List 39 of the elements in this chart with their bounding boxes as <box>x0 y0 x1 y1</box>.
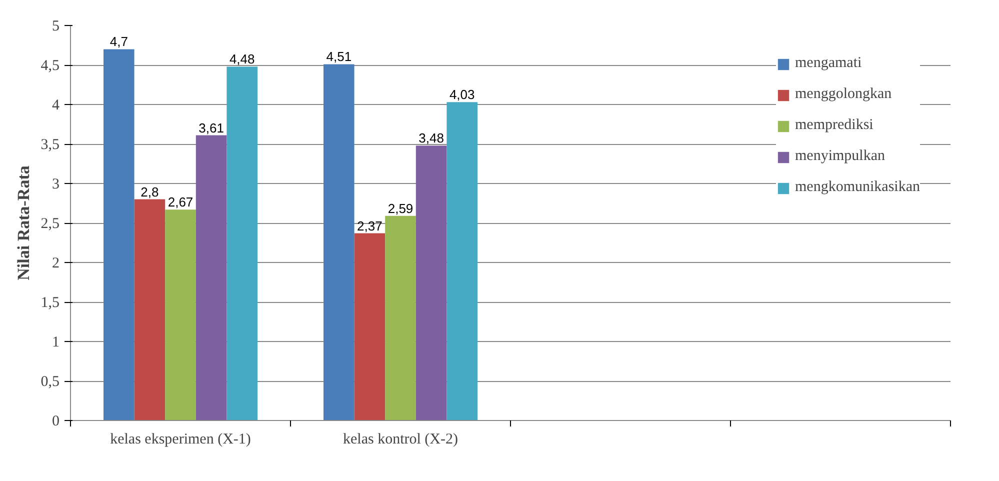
legend-label: mengamati <box>795 55 862 72</box>
bar <box>385 216 416 420</box>
bar <box>134 199 166 420</box>
data-label: 4,7 <box>110 34 128 50</box>
data-label: 2,67 <box>168 194 194 210</box>
data-label: 2,37 <box>357 218 382 234</box>
data-label: 2,8 <box>140 184 159 200</box>
legend-label: menyimpulkan <box>795 148 886 165</box>
data-label: 3,48 <box>418 130 444 146</box>
data-label: 4,48 <box>229 52 255 67</box>
y-tick-label: 3,5 <box>40 137 60 153</box>
data-label: 2,59 <box>388 200 414 216</box>
bar <box>104 49 134 420</box>
x-tick-label: kelas kontrol (X-2) <box>343 432 458 448</box>
legend-label: menggolongkan <box>795 86 892 103</box>
y-tick-label: 2 <box>52 256 60 272</box>
x-tick-label: kelas eksperimen (X-1) <box>110 432 251 448</box>
bar <box>446 102 478 420</box>
data-label: 3,61 <box>198 120 224 136</box>
data-label: 4,51 <box>326 49 352 64</box>
bar <box>226 66 258 420</box>
y-tick-label: 1,5 <box>40 295 60 311</box>
y-tick-label: 0,5 <box>40 374 60 390</box>
y-tick-label: 5 <box>52 18 60 34</box>
y-tick-label: 4,5 <box>40 58 60 74</box>
y-axis-title: Nilai Rata-Rata <box>14 165 33 280</box>
y-tick-label: 0 <box>52 414 60 430</box>
y-tick-label: 4 <box>52 98 60 114</box>
bar <box>354 233 386 420</box>
y-tick-label: 3 <box>52 176 60 192</box>
bar <box>165 210 196 420</box>
data-label: 4,03 <box>449 87 475 102</box>
bar <box>416 146 447 420</box>
bar <box>324 64 354 420</box>
y-tick-label: 2,5 <box>40 216 60 232</box>
legend-label: mengkomunikasikan <box>795 179 920 196</box>
bar <box>196 135 227 420</box>
legend-label: memprediksi <box>795 117 874 134</box>
y-tick-label: 1 <box>52 334 60 350</box>
